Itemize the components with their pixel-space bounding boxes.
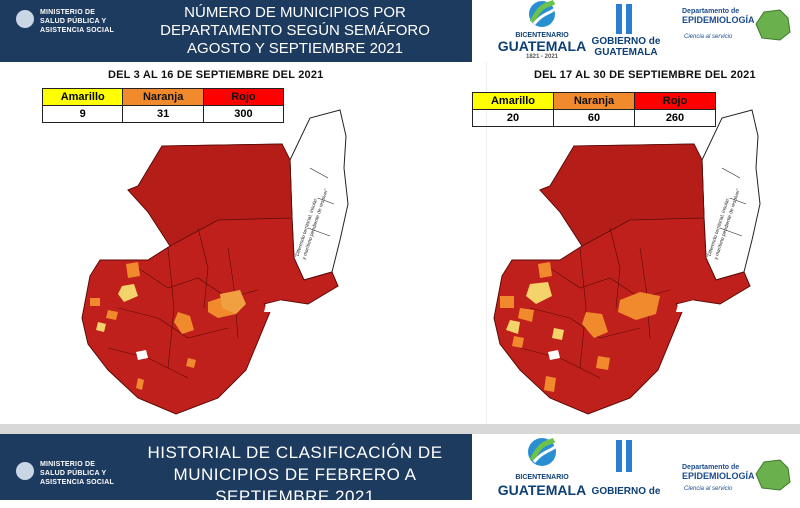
guatemala-map-left: "Diferendo territorial, insular, y marít… (81, 109, 349, 415)
municipio-amarillo (96, 322, 106, 332)
belize-inner-lines (719, 167, 747, 237)
municipio-naranja (126, 262, 140, 278)
municipio-naranja (618, 292, 660, 320)
value-naranja: 31 (122, 105, 204, 123)
municipio-naranja (106, 310, 118, 320)
value-rojo: 260 (634, 109, 716, 127)
municipio-naranja (512, 336, 524, 348)
next-slide-title: HISTORIAL DE CLASIFICACIÓN DE MUNICIPIOS… (147, 443, 443, 506)
municipio-amarillo (526, 282, 552, 304)
guatemala-label: GUATEMALA (497, 38, 587, 54)
municipio-amarillo (552, 328, 564, 340)
municipio-naranja (90, 298, 100, 306)
epi-dept-label: Departamento de (682, 464, 740, 471)
header-amarillo: Amarillo (41, 88, 124, 106)
ministry-seal-icon (16, 10, 34, 28)
years-label: 1821 - 2021 (525, 54, 559, 60)
period-label-left: DEL 3 AL 16 DE SEPTIEMBRE DEL 2021 (108, 69, 324, 81)
municipio-naranja (500, 296, 514, 308)
page-title: NÚMERO DE MUNICIPIOS POR DEPARTAMENTO SE… (160, 4, 430, 57)
value-amarillo: 20 (472, 109, 554, 127)
ministry-seal-icon (16, 462, 34, 480)
header-naranja: Naranja (122, 88, 204, 106)
municipio-naranja (544, 376, 556, 392)
bicentenario-label: BICENTENARIO (515, 474, 569, 481)
section-divider (0, 424, 800, 434)
municipio-amarillo (118, 284, 138, 302)
municipio-naranja (174, 312, 194, 334)
footer-logos: BICENTENARIO GUATEMALA GOBIERNO de Depar… (472, 434, 800, 500)
belize-inner-lines (307, 167, 335, 237)
gobierno-label: GOBIERNO de (591, 486, 661, 497)
header-amarillo: Amarillo (472, 92, 554, 110)
gobierno-flag-icon (616, 440, 632, 472)
municipio-naranja (538, 262, 552, 278)
bicentenario-logo-icon (529, 0, 558, 27)
header-naranja: Naranja (553, 92, 635, 110)
municipio-naranja (186, 358, 196, 368)
municipio-amarillo (506, 320, 520, 334)
header-rojo: Rojo (202, 88, 285, 106)
epi-tagline: Ciencia al servicio (684, 486, 733, 492)
municipio-naranja (582, 312, 608, 338)
bicentenario-label: BICENTENARIO (515, 32, 569, 39)
ministry-name: MINISTERIO DE SALUD PÚBLICA Y ASISTENCIA… (40, 9, 114, 34)
lake-izabal (264, 300, 282, 312)
municipio-naranja (596, 356, 610, 370)
ministry-name: MINISTERIO DE SALUD PÚBLICA Y ASISTENCIA… (40, 461, 114, 486)
semaforo-table-left: Amarillo Naranja Rojo 9 31 300 (41, 88, 285, 123)
header-band: MINISTERIO DE SALUD PÚBLICA Y ASISTENCIA… (0, 0, 472, 62)
value-rojo: 300 (202, 105, 285, 123)
footer-band: MINISTERIO DE SALUD PÚBLICA Y ASISTENCIA… (0, 434, 472, 506)
header-logos: BICENTENARIO GUATEMALA 1821 - 2021 GOBIE… (472, 0, 800, 62)
guatemala-label: GUATEMALA (497, 482, 587, 498)
panel-divider (486, 62, 487, 424)
value-amarillo: 9 (41, 105, 124, 123)
value-naranja: 60 (553, 109, 635, 127)
bicentenario-logo-icon (528, 437, 558, 466)
lake-atitlan (548, 350, 560, 360)
gobierno-country-label: GUATEMALA (594, 47, 658, 58)
guatemala-map-logo-icon (755, 459, 791, 491)
guatemala-map-logo-icon (755, 9, 791, 41)
epi-dept-label: Departamento de (682, 8, 740, 15)
header-rojo: Rojo (634, 92, 716, 110)
gobierno-flag-icon (616, 4, 632, 34)
period-label-right: DEL 17 AL 30 DE SEPTIEMBRE DEL 2021 (534, 69, 756, 81)
lake-izabal (676, 300, 694, 312)
peten-region (127, 143, 293, 247)
municipio-naranja (518, 308, 534, 322)
epi-tagline: Ciencia al servicio (684, 34, 733, 40)
municipio-naranja (220, 290, 246, 314)
municipio-naranja (136, 378, 144, 390)
epi-label: EPIDEMIOLOGÍA (682, 471, 755, 481)
epi-label: EPIDEMIOLOGÍA (682, 15, 755, 25)
semaforo-table-right: Amarillo Naranja Rojo 20 60 260 (472, 92, 716, 127)
peten-region (539, 143, 705, 247)
gobierno-label: GOBIERNO de (591, 36, 661, 47)
guatemala-map-right: "Diferendo territorial, insular, y marít… (493, 109, 761, 415)
lake-atitlan (136, 350, 148, 360)
